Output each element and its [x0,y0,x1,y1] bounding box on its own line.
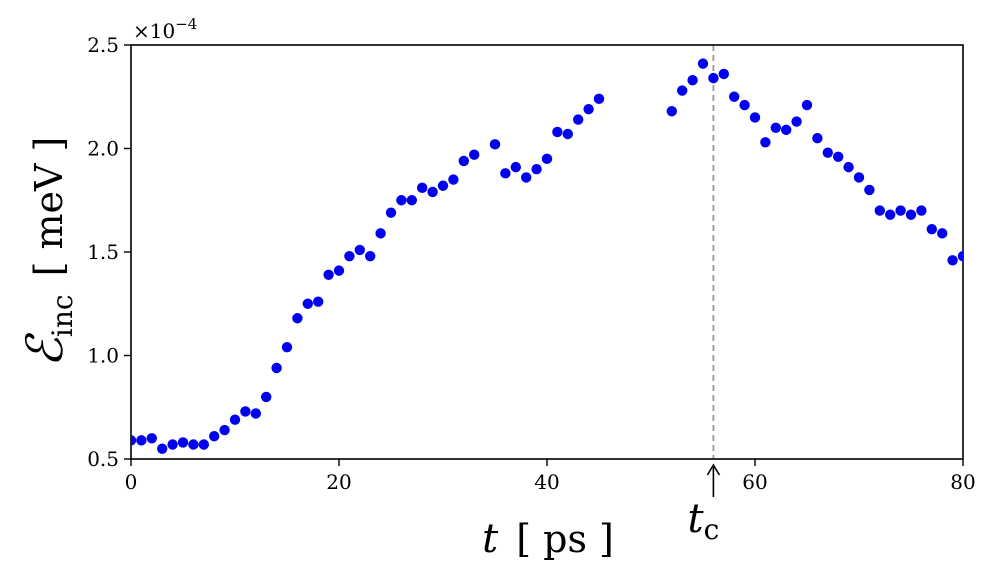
data-point [500,168,511,179]
data-point [271,362,282,374]
data-point [209,431,220,442]
data-point [469,149,480,160]
data-point [385,207,397,218]
data-point [261,391,272,403]
data-point [344,250,355,262]
data-point [521,172,532,183]
data-point [666,106,677,117]
data-point [448,174,459,185]
data-point [812,132,823,144]
data-point [957,250,963,262]
plot-area [130,44,964,460]
data-point [853,172,865,183]
data-point [770,122,781,133]
data-point [926,224,937,235]
x-tick-label: 40 [534,470,559,494]
data-point [874,205,885,216]
data-point [843,161,854,173]
axis-labels: ×10−4 t[ ps ] ℰinc[ meV ] tc [16,15,721,562]
data-point [229,414,241,425]
critical-time-arrowhead [706,463,721,476]
data-point [937,228,948,239]
data-point [885,209,896,220]
data-point [947,255,958,266]
data-point [531,164,542,175]
data-point [146,433,157,444]
data-point [437,180,449,191]
data-point [219,424,230,436]
x-tick-label: 80 [950,470,975,494]
data-point [417,182,428,194]
data-point [177,437,189,448]
data-point [760,137,771,148]
data-point [131,435,137,446]
data-point [250,408,261,419]
data-point [281,342,293,353]
data-point [323,269,334,280]
data-point [354,244,365,256]
data-point [864,184,875,196]
data-point [427,186,438,198]
data-point [313,296,324,307]
critical-time-label: tc [688,496,720,546]
data-point [240,406,251,417]
axes-frame [130,44,964,460]
x-tick-label: 0 [125,470,138,494]
data-point [708,72,719,84]
y-tick-label: 1.5 [87,240,119,264]
data-point [833,151,844,162]
data-point [365,250,376,262]
data-point [697,58,709,69]
data-point [167,439,178,450]
y-tick-label: 0.5 [87,447,119,471]
data-point [562,128,573,140]
data-point [573,114,584,125]
data-point [822,147,833,158]
x-tick-label: 60 [742,470,767,494]
data-point [396,195,407,206]
data-point [749,112,761,123]
data-point [157,443,168,454]
data-point [895,205,906,216]
data-point [292,313,303,324]
data-point [677,85,688,96]
y-tick-label: 1.0 [87,344,119,368]
data-point [188,439,199,450]
data-point [552,126,563,138]
data-point [510,161,521,173]
x-axis-label: t[ ps ] [482,516,614,562]
data-point [718,68,729,80]
data-point [406,195,417,206]
data-point [916,205,927,216]
data-point [583,103,594,115]
data-points [131,58,963,454]
data-point [791,116,802,127]
data-point [333,265,345,276]
data-point [687,74,698,86]
axis-ticks: 0 20 40 60 80 0.5 1.0 1.5 2.0 2.5 [87,33,976,494]
data-point [458,155,469,167]
data-point [781,124,792,136]
data-point [593,93,605,105]
data-point [375,228,386,239]
data-point [729,91,740,102]
y-scale-label: ×10−4 [133,15,197,43]
data-point [739,99,750,111]
data-point [489,139,501,150]
y-axis-label: ℰinc[ meV ] [16,137,79,368]
y-tick-label: 2.5 [87,33,119,57]
data-point [801,99,813,111]
data-point [302,298,313,309]
data-point [136,435,147,446]
data-point [541,153,553,165]
data-point [905,209,917,220]
x-tick-label: 20 [326,470,351,494]
y-tick-label: 2.0 [87,137,119,161]
data-point [198,439,209,450]
